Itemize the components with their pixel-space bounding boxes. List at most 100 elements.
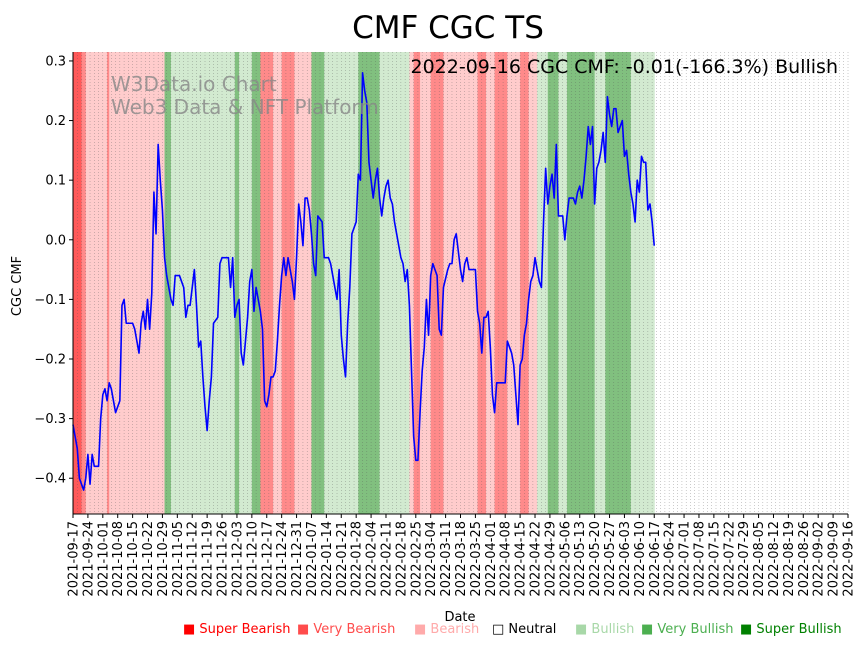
x-tick-label: 2022-07-29 xyxy=(737,521,752,597)
x-tick-label: 2021-10-22 xyxy=(141,521,156,597)
y-tick-label: −0.4 xyxy=(34,472,66,487)
band-very_bullish xyxy=(358,52,381,514)
cmf-series-line xyxy=(72,72,656,491)
y-tick-label: 0.1 xyxy=(45,174,66,189)
x-tick-label: 2022-06-10 xyxy=(633,521,648,597)
x-tick-label: 2022-06-24 xyxy=(663,521,678,597)
x-tick-label: 2022-04-01 xyxy=(484,521,499,597)
x-tick-label: 2021-11-05 xyxy=(171,521,186,597)
band-bearish xyxy=(420,52,432,514)
y-tick-label: 0.3 xyxy=(45,54,66,69)
x-tick-label: 2022-07-01 xyxy=(678,521,693,597)
band-very_bearish xyxy=(260,52,274,514)
band-bullish xyxy=(630,52,655,514)
band-bullish xyxy=(594,52,606,514)
chart-title: CMF CGC TS xyxy=(352,10,544,46)
legend-item: ■ Very Bearish xyxy=(297,622,395,637)
band-bearish xyxy=(85,52,108,514)
y-tick-label: −0.1 xyxy=(34,293,66,308)
watermark-line-2: Web3 Data & NFT Platform xyxy=(111,95,379,119)
x-tick-label: 2022-02-04 xyxy=(365,521,380,597)
x-tick-label: 2022-05-27 xyxy=(603,521,618,597)
x-tick-label: 2021-11-19 xyxy=(201,521,216,597)
x-tick-label: 2021-12-31 xyxy=(290,521,305,597)
x-tick-label: 2022-03-18 xyxy=(454,521,469,597)
x-tick-label: 2022-08-05 xyxy=(752,521,767,597)
x-tick-label: 2022-02-11 xyxy=(379,521,394,597)
legend-item: □ Neutral xyxy=(492,622,556,637)
y-tick-label: 0.2 xyxy=(45,114,66,129)
watermark-line-1: W3Data.io Chart xyxy=(111,72,277,96)
x-tick-label: 2021-12-10 xyxy=(245,521,260,597)
x-tick-label: 2022-09-02 xyxy=(812,521,827,597)
legend-item: ■ Bullish xyxy=(575,622,634,637)
band-bullish xyxy=(324,52,338,514)
band-very_bearish xyxy=(413,52,421,514)
y-axis-label: CGC CMF xyxy=(10,256,25,316)
y-tick-label: −0.2 xyxy=(34,353,66,368)
band-very_bullish xyxy=(547,52,559,514)
x-tick-label: 2022-02-25 xyxy=(409,521,424,597)
x-tick-label: 2022-01-28 xyxy=(350,521,365,597)
x-tick-label: 2022-08-19 xyxy=(782,521,797,597)
x-tick-label: 2022-06-17 xyxy=(648,521,663,597)
x-tick-label: 2022-08-26 xyxy=(797,521,812,597)
x-tick-label: 2021-11-12 xyxy=(186,521,201,597)
x-tick-label: 2022-07-15 xyxy=(707,521,722,597)
x-tick-label: 2021-09-24 xyxy=(81,521,96,597)
x-tick-label: 2022-07-08 xyxy=(692,521,707,597)
x-tick-label: 2021-10-29 xyxy=(156,521,171,597)
cmf-line-layer xyxy=(72,72,656,491)
x-tick-label: 2021-12-24 xyxy=(275,521,290,597)
y-axis-ticks: −0.4 −0.3 −0.2 −0.1 0.0 0.1 0.2 0.3 xyxy=(34,54,73,487)
legend-item: ■ Super Bullish xyxy=(740,622,842,637)
band-bearish xyxy=(507,52,521,514)
band-bullish xyxy=(537,52,549,514)
x-axis-label: Date xyxy=(444,610,475,625)
x-tick-label: 2021-12-17 xyxy=(260,521,275,597)
x-tick-label: 2022-07-22 xyxy=(722,521,737,597)
x-tick-label: 2021-11-26 xyxy=(216,521,231,597)
x-tick-label: 2022-09-16 xyxy=(842,521,857,597)
latest-value-annotation: 2022-09-16 CGC CMF: -0.01(-166.3%) Bulli… xyxy=(411,56,839,78)
x-tick-label: 2022-01-14 xyxy=(320,521,335,597)
x-tick-label: 2022-04-29 xyxy=(543,521,558,597)
x-tick-label: 2022-03-25 xyxy=(469,521,484,597)
x-tick-label: 2022-02-18 xyxy=(394,521,409,597)
x-tick-label: 2022-03-04 xyxy=(424,521,439,597)
x-tick-label: 2022-05-06 xyxy=(558,521,573,597)
x-tick-label: 2022-04-08 xyxy=(499,521,514,597)
x-tick-label: 2022-05-20 xyxy=(588,521,603,597)
legend: ■ Super Bearish ■ Very Bearish ■ Bearish □ … xyxy=(183,622,842,637)
band-bullish xyxy=(239,52,253,514)
x-tick-label: 2022-08-12 xyxy=(767,521,782,597)
legend-item: ■ Bearish xyxy=(414,622,479,637)
vertical-gridlines xyxy=(72,52,849,514)
x-tick-label: 2022-06-03 xyxy=(618,521,633,597)
x-axis-ticks: 2021-09-17 2021-09-24 2021-10-01 2021-10-08… xyxy=(67,514,857,597)
x-tick-label: 2021-10-01 xyxy=(96,521,111,597)
legend-item: ■ Very Bullish xyxy=(641,622,733,637)
band-very_bearish xyxy=(281,52,295,514)
x-tick-label: 2021-12-03 xyxy=(230,521,245,597)
x-tick-label: 2022-05-13 xyxy=(573,521,588,597)
x-tick-label: 2022-04-22 xyxy=(529,521,544,597)
x-tick-label: 2022-03-11 xyxy=(439,521,454,597)
band-very_bullish xyxy=(311,52,325,514)
x-tick-label: 2022-01-21 xyxy=(335,521,350,597)
x-tick-label: 2022-09-09 xyxy=(827,521,842,597)
band-very_bullish xyxy=(234,52,240,514)
band-very_bullish xyxy=(566,52,596,514)
band-very_bearish xyxy=(107,52,110,514)
x-tick-label: 2022-04-15 xyxy=(514,521,529,597)
signal-bands xyxy=(73,52,655,514)
y-tick-label: −0.3 xyxy=(34,412,66,427)
x-tick-label: 2021-09-17 xyxy=(67,521,82,597)
legend-item: ■ Super Bearish xyxy=(183,622,291,637)
band-very_bearish xyxy=(494,52,508,514)
band-very_bearish xyxy=(81,52,87,514)
y-tick-label: 0.0 xyxy=(45,233,66,248)
band-bearish xyxy=(409,52,415,514)
band-bullish xyxy=(337,52,359,514)
band-bullish xyxy=(396,52,410,514)
